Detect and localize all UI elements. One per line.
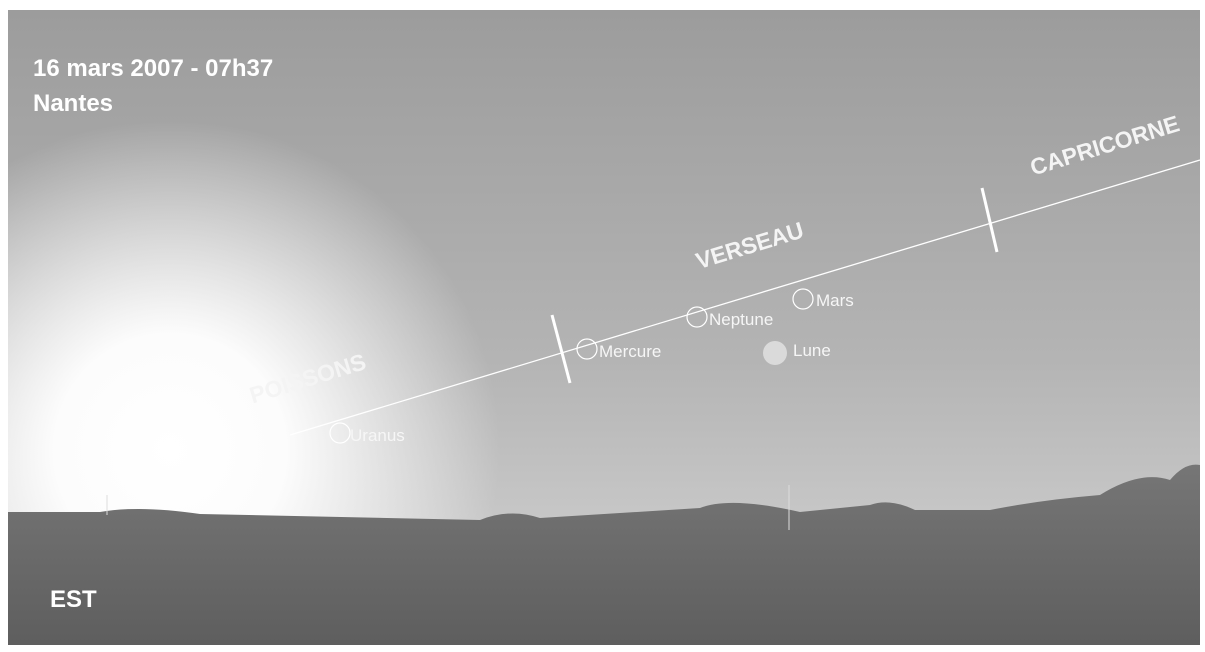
direction: EST <box>50 586 97 613</box>
planet-label: Neptune <box>709 310 773 329</box>
planet-label: Mercure <box>599 342 661 361</box>
planet-label: Lune <box>793 341 831 360</box>
planet-label: Mars <box>816 291 854 310</box>
planet-label: Uranus <box>350 426 405 445</box>
sky-view: 16 mars 2007 - 07h37 Nantes EST POISSONS… <box>0 0 1205 647</box>
location: Nantes <box>33 90 113 117</box>
moon <box>763 341 787 365</box>
datetime: 16 mars 2007 - 07h37 <box>33 55 273 82</box>
